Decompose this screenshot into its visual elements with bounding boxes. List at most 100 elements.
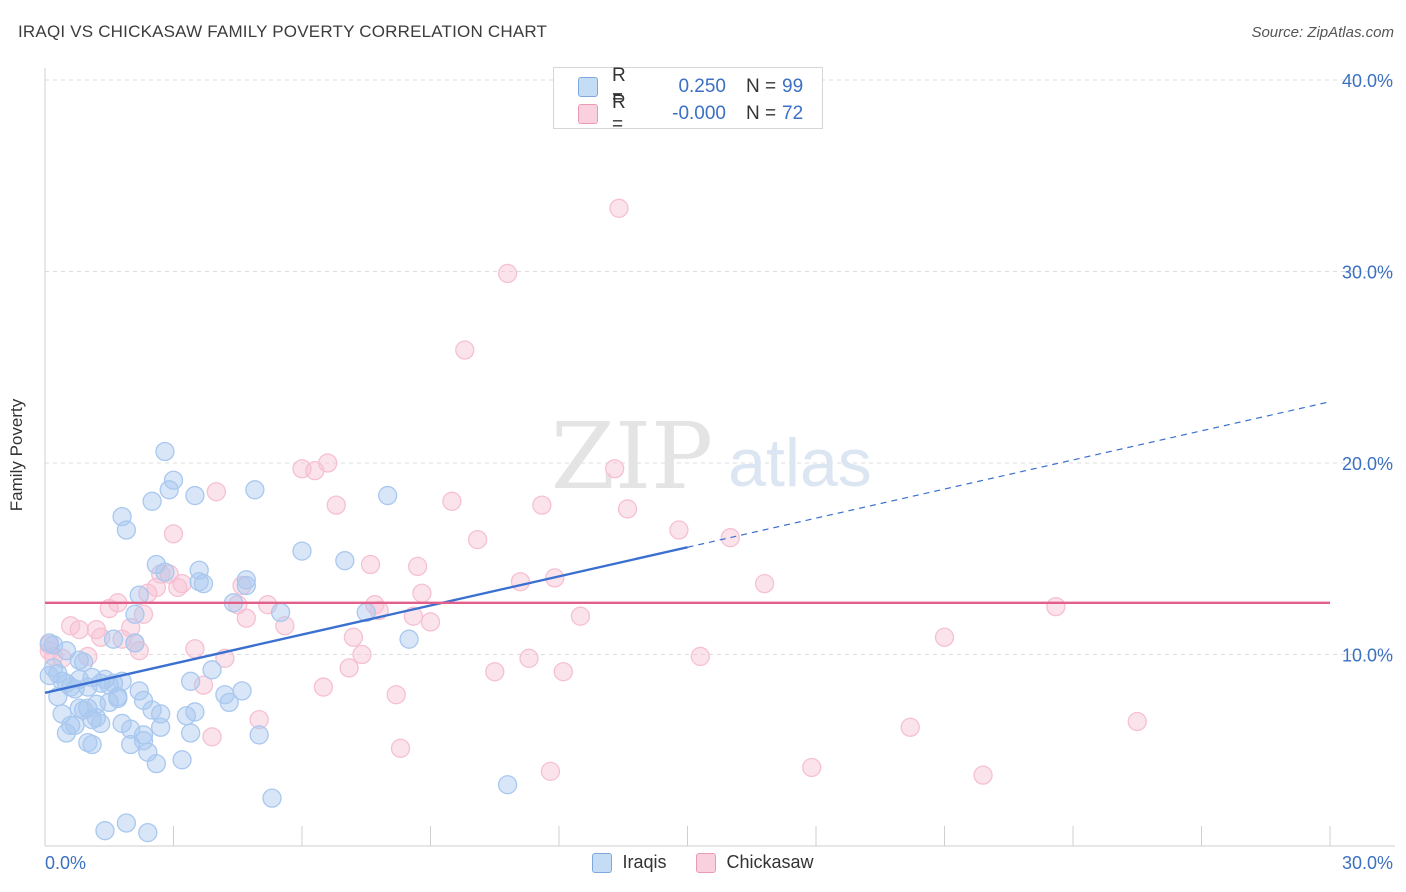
data-point-chickasaw <box>485 662 505 682</box>
legend-swatch-iraqis <box>592 852 613 873</box>
data-point-chickasaw <box>318 453 338 473</box>
watermark-zip: ZIP <box>551 403 713 510</box>
data-point-iraqis <box>116 813 137 833</box>
data-point-chickasaw <box>163 524 184 544</box>
data-point-chickasaw <box>185 639 205 659</box>
data-point-chickasaw <box>570 606 591 626</box>
data-point-chickasaw <box>609 198 629 218</box>
stats-row-iraqis: R = 0.250 N = 99 <box>578 65 804 108</box>
data-point-chickasaw <box>202 727 222 747</box>
data-point-iraqis <box>219 692 239 713</box>
data-point-chickasaw <box>669 520 689 540</box>
data-point-iraqis <box>249 725 269 745</box>
stats-swatch-iraqis <box>578 77 598 97</box>
data-point-iraqis <box>159 480 179 500</box>
data-point-iraqis <box>497 775 518 795</box>
data-point-iraqis <box>108 686 128 707</box>
data-point-chickasaw <box>390 738 411 758</box>
legend-item-iraqis[interactable]: Iraqis <box>592 852 666 873</box>
data-point-iraqis <box>180 671 201 691</box>
stats-legend: R = 0.250 N = 99 R = -0.000 N = 72 <box>553 65 823 135</box>
data-point-iraqis <box>150 717 171 737</box>
series-iraqis <box>39 441 518 843</box>
data-point-iraqis <box>335 551 355 571</box>
data-point-chickasaw <box>973 765 993 785</box>
series-legend: Iraqis Chickasaw <box>0 852 1406 873</box>
data-point-chickasaw <box>510 572 531 592</box>
data-point-iraqis <box>155 441 175 462</box>
data-point-chickasaw <box>326 495 346 515</box>
data-point-iraqis <box>193 573 214 594</box>
axes <box>44 68 1395 847</box>
stats-n-value: 72 <box>782 103 804 124</box>
data-point-iraqis <box>82 734 102 755</box>
y-axis-title: Family Poverty <box>7 398 26 512</box>
data-point-iraqis <box>95 821 115 841</box>
watermark: ZIP atlas <box>551 403 872 510</box>
data-point-iraqis <box>91 713 111 734</box>
stats-r-value: -0.000 <box>672 103 726 124</box>
data-point-chickasaw <box>900 717 920 737</box>
data-point-iraqis <box>232 681 252 701</box>
series-chickasaw <box>39 198 1147 785</box>
data-point-iraqis <box>129 681 149 701</box>
data-point-chickasaw <box>540 761 561 781</box>
data-point-iraqis <box>202 660 222 680</box>
data-point-iraqis <box>138 822 158 843</box>
data-point-chickasaw <box>617 499 638 519</box>
data-point-iraqis <box>270 602 291 623</box>
legend-label-chickasaw: Chickasaw <box>726 852 814 872</box>
x-tick-label: 0.0% <box>45 853 86 873</box>
data-point-chickasaw <box>420 612 441 632</box>
watermark-atlas: atlas <box>728 425 872 501</box>
data-point-chickasaw <box>313 677 334 697</box>
data-point-chickasaw <box>442 491 462 511</box>
data-point-iraqis <box>73 652 94 672</box>
data-point-chickasaw <box>236 608 256 628</box>
data-point-iraqis <box>185 485 205 506</box>
data-point-iraqis <box>163 470 184 490</box>
data-point-chickasaw <box>1046 596 1066 617</box>
data-point-chickasaw <box>360 554 381 575</box>
data-point-iraqis <box>116 520 137 540</box>
stats-swatch-chickasaw <box>578 104 598 124</box>
data-point-iraqis <box>125 633 145 653</box>
data-point-chickasaw <box>412 583 432 603</box>
stats-n-value: 99 <box>782 76 804 97</box>
data-point-chickasaw <box>407 556 428 577</box>
data-point-iraqis <box>129 585 149 605</box>
data-point-chickasaw <box>720 528 740 548</box>
chart-title: IRAQI VS CHICKASAW FAMILY POVERTY CORREL… <box>18 22 548 41</box>
data-point-chickasaw <box>339 658 359 678</box>
y-tick-label: 40.0% <box>1342 71 1393 91</box>
data-point-iraqis <box>262 788 282 808</box>
data-point-iraqis <box>103 629 124 649</box>
data-point-chickasaw <box>455 340 475 360</box>
data-point-iraqis <box>180 723 201 743</box>
data-point-iraqis <box>236 575 256 596</box>
data-point-iraqis <box>133 731 154 751</box>
data-point-chickasaw <box>467 529 488 550</box>
legend-label-iraqis: Iraqis <box>622 852 667 872</box>
data-point-chickasaw <box>605 459 625 479</box>
legend-swatch-chickasaw <box>696 852 717 873</box>
data-point-iraqis <box>399 629 419 649</box>
tick-labels: 10.0% 20.0% 30.0% 40.0% 0.0% 30.0% <box>45 71 1393 873</box>
data-point-iraqis <box>172 750 192 770</box>
data-point-iraqis <box>146 754 167 774</box>
data-point-chickasaw <box>172 573 192 594</box>
stats-r-value: 0.250 <box>678 76 726 97</box>
stats-n-label: N = <box>746 103 777 124</box>
data-point-chickasaw <box>249 709 269 730</box>
data-point-chickasaw <box>386 685 406 705</box>
trend-layer <box>44 401 1331 694</box>
data-point-iraqis <box>61 715 81 736</box>
data-point-chickasaw <box>690 646 710 667</box>
data-point-chickasaw <box>532 495 552 515</box>
legend-item-chickasaw[interactable]: Chickasaw <box>696 852 814 873</box>
source-label: Source: ZipAtlas.com <box>1251 24 1394 41</box>
data-point-chickasaw <box>553 662 573 682</box>
y-tick-label: 30.0% <box>1342 263 1393 283</box>
data-point-chickasaw <box>69 619 89 640</box>
